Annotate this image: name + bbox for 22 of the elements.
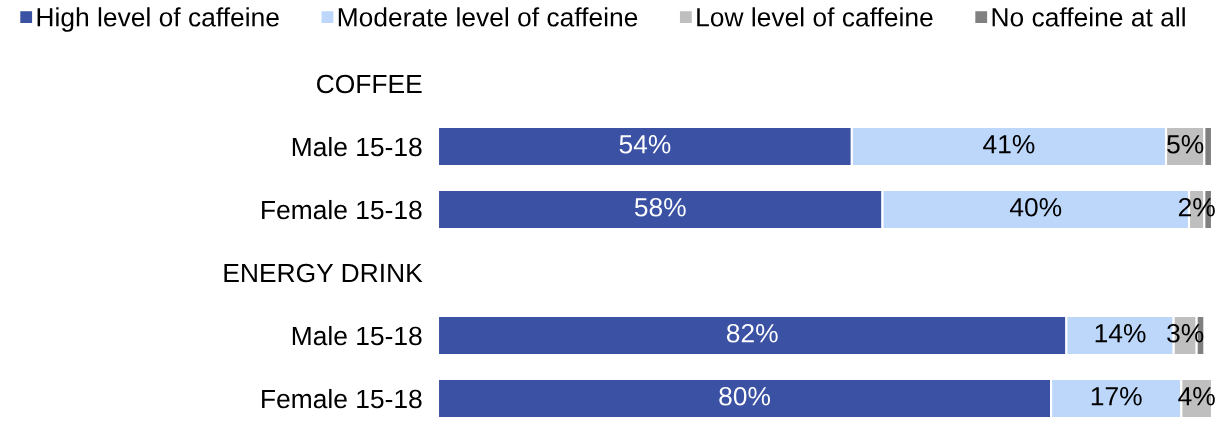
legend-label: No caffeine at all (992, 7, 1185, 27)
y-tick-label: COFFEE (317, 74, 422, 94)
y-tick-label: ENERGY DRINK (224, 263, 423, 283)
legend-label: Moderate level of caffeine (338, 7, 638, 27)
data-label: 58% (634, 197, 686, 217)
data-label: 40% (1009, 197, 1062, 217)
y-tick-label: Male 15-18 (292, 325, 422, 346)
y-tick-label: Female 15-18 (262, 388, 422, 409)
data-label: 3% (1167, 323, 1204, 343)
legend-label: Low level of caffeine (697, 7, 933, 27)
data-label: 2% (1178, 197, 1215, 217)
data-label: 41% (983, 135, 1035, 154)
legend-label: High level of caffeine (37, 7, 279, 32)
data-label: 5% (1167, 135, 1204, 154)
y-tick-label: Female 15-18 (262, 199, 422, 220)
y-tick-label: Male 15-18 (292, 136, 422, 157)
data-label: 17% (1091, 387, 1142, 406)
data-label: 4% (1178, 387, 1215, 406)
data-label: 80% (719, 386, 771, 406)
data-label: 14% (1095, 324, 1146, 343)
data-label: 82% (726, 323, 778, 343)
data-label: 54% (619, 135, 671, 154)
